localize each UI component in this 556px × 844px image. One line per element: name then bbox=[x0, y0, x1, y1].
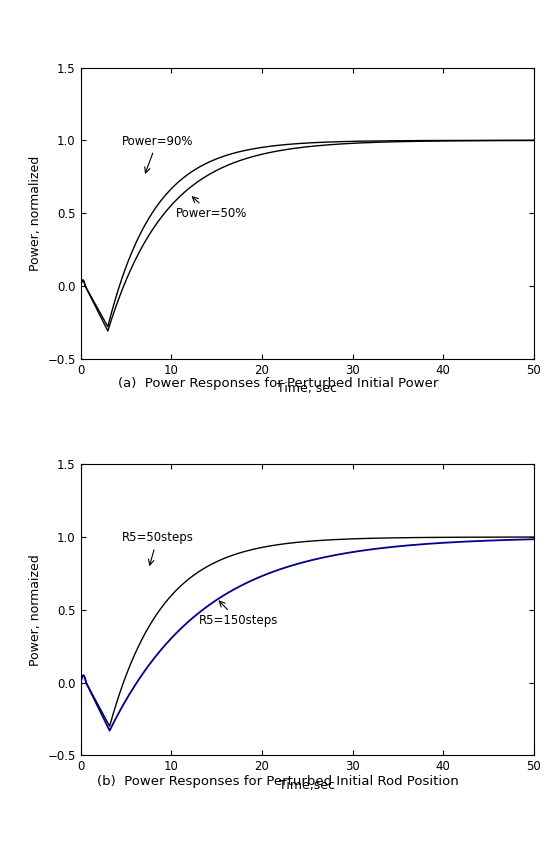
X-axis label: Time, sec: Time, sec bbox=[277, 382, 337, 395]
Text: (a)  Power Responses for Perturbed Initial Power: (a) Power Responses for Perturbed Initia… bbox=[118, 377, 438, 390]
Text: Power=50%: Power=50% bbox=[176, 197, 247, 220]
Y-axis label: Power, normaized: Power, normaized bbox=[29, 554, 42, 666]
Text: R5=150steps: R5=150steps bbox=[198, 601, 278, 627]
Text: (b)  Power Responses for Perturbed Initial Rod Position: (b) Power Responses for Perturbed Initia… bbox=[97, 775, 459, 787]
Y-axis label: Power, normalized: Power, normalized bbox=[29, 155, 42, 271]
Text: R5=50steps: R5=50steps bbox=[121, 532, 193, 565]
Text: Power=90%: Power=90% bbox=[121, 135, 193, 173]
X-axis label: Time,sec: Time,sec bbox=[279, 779, 335, 792]
